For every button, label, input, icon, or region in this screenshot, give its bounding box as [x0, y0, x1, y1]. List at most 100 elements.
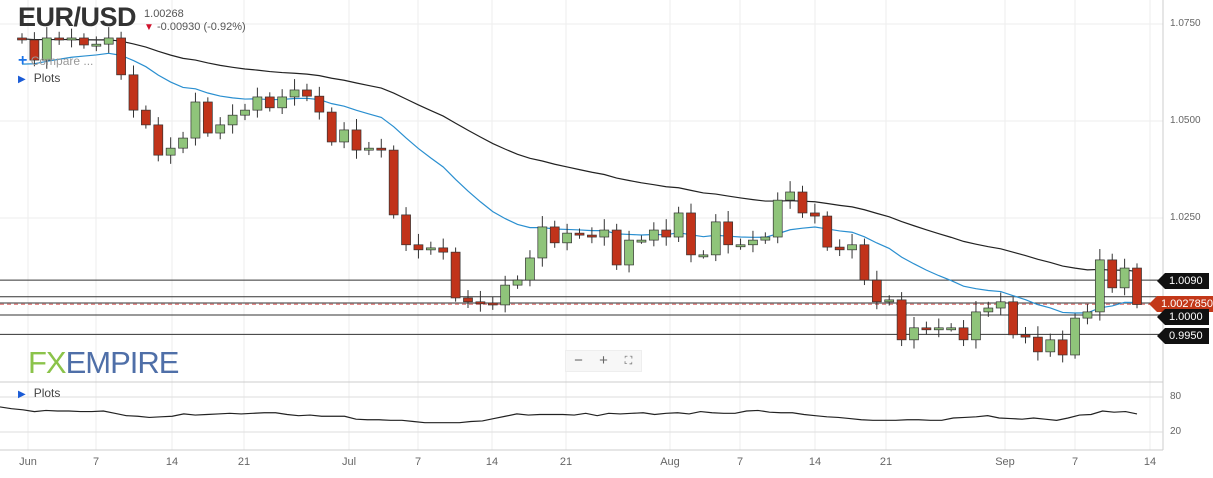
compare-button[interactable]: + Compare ... — [18, 52, 93, 70]
candle-up — [971, 311, 981, 341]
candle-up — [983, 307, 994, 313]
x-tick: 7 — [414, 456, 422, 468]
price-tag-1-0000: 1.0000 — [1157, 309, 1209, 325]
fxempire-logo: FXEMPIRE — [28, 345, 179, 380]
candle-up — [599, 229, 610, 238]
candle-down — [1057, 339, 1068, 356]
price-change: -0.00930 (-0.92%) — [156, 21, 246, 33]
candle-up — [364, 147, 374, 151]
candle-down — [1033, 336, 1043, 353]
candle-down — [834, 246, 845, 251]
x-tick: 14 — [165, 456, 179, 468]
candle-up — [537, 226, 548, 259]
candle-down — [1107, 259, 1118, 289]
candle-up — [289, 89, 300, 98]
plots-toggle-lower[interactable]: ▶ Plots — [18, 386, 60, 400]
candle-down — [574, 232, 585, 236]
plots-label: Plots — [33, 386, 61, 400]
x-tick: Jun — [19, 456, 37, 468]
candle-down — [79, 37, 89, 46]
candle-up — [1045, 339, 1056, 353]
candle-up — [425, 247, 436, 251]
candle-down — [29, 39, 40, 61]
candle-up — [227, 114, 238, 126]
x-tick: Aug — [660, 456, 680, 468]
candle-down — [202, 101, 213, 134]
candle-down — [376, 147, 387, 151]
candle-up — [103, 37, 114, 45]
x-tick: 14 — [1143, 456, 1157, 468]
oscillator-line — [0, 406, 1138, 424]
candle-up — [91, 43, 102, 47]
candle-up — [735, 244, 746, 248]
x-tick: Sep — [995, 456, 1015, 468]
candle-up — [1070, 317, 1080, 356]
candle-down — [859, 244, 870, 281]
y-tick: 1.0500 — [1170, 115, 1201, 126]
candle-down — [128, 74, 139, 111]
triangle-right-icon: ▶ — [18, 389, 26, 400]
candle-down — [896, 299, 907, 341]
zoom-in-button[interactable]: + — [599, 352, 608, 369]
candle-down — [463, 297, 473, 303]
candle-down — [401, 214, 411, 246]
x-tick: 21 — [237, 456, 251, 468]
sma-50-line — [21, 38, 1138, 273]
candle-up — [525, 257, 535, 281]
candle-up — [240, 109, 250, 116]
candle-up — [946, 327, 957, 331]
candle-up — [277, 96, 288, 109]
x-tick: Jul — [341, 456, 357, 468]
candle-up — [41, 37, 52, 61]
candle-down — [686, 212, 696, 256]
candle-down — [17, 37, 27, 41]
candle-up — [1094, 259, 1105, 313]
down-arrow-icon: ▼ — [144, 22, 154, 33]
candle-down — [388, 149, 399, 216]
candle-up — [995, 301, 1006, 309]
x-tick: 7 — [1071, 456, 1079, 468]
candle-up — [710, 221, 721, 256]
plots-toggle[interactable]: ▶ Plots — [18, 71, 60, 85]
candle-up — [624, 239, 634, 266]
zoom-controls: − + ⛶ — [565, 350, 642, 372]
zoom-out-button[interactable]: − — [574, 352, 583, 369]
x-tick: 21 — [879, 456, 893, 468]
candle-down — [413, 244, 424, 251]
current-price-tag: 1.0027850 — [1149, 296, 1213, 312]
candle-down — [302, 89, 312, 97]
candle-up — [252, 96, 263, 111]
candle-down — [810, 212, 820, 217]
x-tick: 14 — [808, 456, 822, 468]
candle-down — [587, 234, 597, 238]
candle-down — [475, 301, 486, 305]
candle-down — [153, 124, 164, 156]
triangle-right-icon: ▶ — [18, 74, 26, 85]
candle-down — [871, 279, 882, 303]
candle-down — [438, 247, 449, 253]
candle-up — [339, 129, 349, 143]
y-tick: 1.0750 — [1170, 18, 1201, 29]
candle-up — [884, 299, 895, 303]
candle-up — [760, 236, 771, 241]
candle-down — [1132, 267, 1142, 305]
price-tag-0-9950: 0.9950 — [1157, 328, 1209, 344]
compare-label: Compare ... — [30, 54, 94, 68]
plus-icon: + — [18, 52, 28, 69]
candle-down — [314, 95, 325, 113]
sma-20-line — [21, 52, 1138, 314]
candle-up — [512, 279, 523, 286]
fullscreen-button[interactable]: ⛶ — [624, 355, 633, 367]
candle-up — [66, 37, 77, 41]
candle-down — [661, 229, 672, 238]
candle-down — [116, 37, 126, 76]
candle-down — [958, 327, 969, 341]
candle-up — [648, 229, 659, 241]
candle-up — [1119, 267, 1130, 289]
osc-tick: 20 — [1170, 426, 1182, 437]
candle-up — [1082, 311, 1093, 319]
candle-down — [549, 226, 560, 244]
osc-tick: 80 — [1170, 391, 1182, 402]
y-tick: 1.0250 — [1170, 212, 1201, 223]
